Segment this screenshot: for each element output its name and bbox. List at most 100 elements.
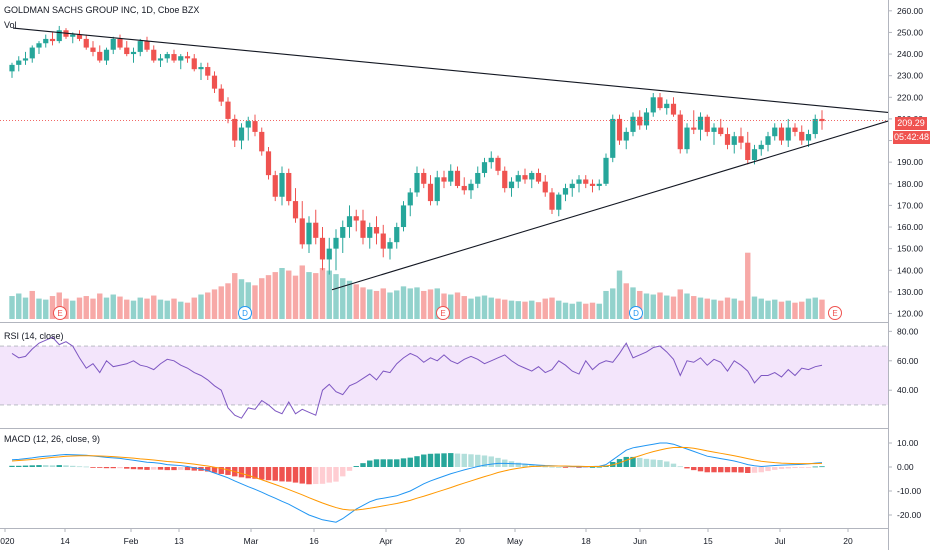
time-axis-tick: 14	[60, 536, 70, 546]
macd-histogram-bar	[481, 455, 488, 467]
volume-bar	[623, 283, 629, 319]
macd-histogram-bar	[252, 467, 258, 479]
macd-histogram-bar	[286, 467, 292, 482]
volume-bar	[576, 301, 582, 319]
candle-body	[205, 67, 211, 76]
price-axis-tick: 180.00	[897, 179, 923, 189]
volume-bar	[684, 293, 690, 319]
macd-histogram-bar	[400, 458, 407, 467]
candle-body	[191, 58, 197, 70]
macd-histogram-bar	[785, 467, 791, 469]
macd-axis-tick: -20.00	[897, 510, 921, 520]
candle-body	[556, 194, 562, 210]
macd-histogram-bar	[718, 467, 724, 473]
candle-body	[380, 233, 386, 249]
candle-body	[765, 136, 771, 145]
event-marker-circle	[53, 306, 67, 320]
candle-body	[751, 149, 758, 160]
candle-body	[407, 192, 413, 206]
candle-body	[569, 183, 575, 189]
candle-body	[454, 170, 461, 186]
macd-histogram-bar	[333, 467, 339, 482]
volume-bar	[178, 301, 184, 319]
macd-histogram-bar	[414, 456, 420, 467]
time-axis-tick: Jul	[775, 536, 786, 546]
volume-bar	[29, 290, 35, 319]
macd-histogram-bar	[205, 467, 211, 472]
candle-body	[292, 201, 299, 219]
candle-body	[664, 103, 670, 109]
volume-bar	[772, 299, 778, 319]
macd-histogram-bar	[36, 465, 42, 467]
time-axis-tick: 2020	[0, 536, 15, 546]
volume-bar	[299, 265, 305, 319]
macd-histogram-bar	[367, 460, 373, 467]
macd-histogram-bar	[373, 459, 380, 467]
volume-bar	[205, 292, 211, 319]
macd-histogram-bar	[313, 467, 319, 485]
volume-bar	[400, 286, 407, 319]
candle-body	[238, 127, 245, 141]
volume-bar	[70, 300, 76, 319]
candle-body	[373, 227, 380, 234]
volume-bar	[650, 294, 656, 319]
macd-histogram-bar	[441, 453, 447, 467]
volume-bar	[522, 301, 528, 319]
event-marker-circle	[629, 306, 643, 320]
volume-bar	[245, 282, 251, 319]
macd-histogram-bar	[103, 467, 110, 469]
candle-body	[643, 112, 650, 126]
macd-histogram-bar	[90, 467, 96, 468]
candle-body	[22, 58, 29, 61]
volume-bar	[448, 294, 454, 319]
candle-body	[110, 38, 116, 50]
time-axis-tick: 15	[703, 536, 713, 546]
volume-bar	[616, 270, 623, 319]
macd-histogram-bar	[697, 467, 704, 472]
volume-bar	[117, 296, 123, 319]
candle-body	[468, 183, 474, 191]
candle-body	[610, 118, 616, 158]
rsi-label: RSI (14, close)	[4, 331, 64, 341]
volume-bar	[414, 287, 420, 319]
macd-histogram-bar	[306, 467, 312, 485]
volume-bar	[583, 303, 589, 319]
candle-body	[76, 34, 83, 39]
macd-histogram-bar	[245, 467, 251, 479]
candle-body	[785, 127, 791, 141]
macd-histogram-bar	[549, 466, 555, 468]
macd-histogram-bar	[76, 466, 83, 468]
volume-bar	[819, 299, 825, 319]
volume-bar	[718, 300, 724, 319]
candle-body	[623, 131, 629, 141]
event-marker-circle	[436, 306, 450, 320]
volume-bar	[751, 296, 758, 319]
macd-histogram-bar	[346, 467, 353, 471]
macd-line	[11, 442, 823, 523]
macd-histogram-bar	[657, 460, 663, 467]
candle-body	[441, 177, 447, 182]
volume-bar	[488, 297, 494, 319]
candle-body	[313, 222, 319, 238]
volume-bar	[326, 270, 332, 319]
candle-body	[319, 237, 326, 260]
volume-bar	[373, 290, 380, 319]
macd-label: MACD (12, 26, close, 9)	[4, 434, 101, 444]
volume-bar	[508, 300, 515, 319]
macd-histogram-bar	[664, 461, 670, 467]
volume-bar	[603, 290, 609, 319]
macd-histogram-bar	[164, 467, 170, 471]
volume-bar	[184, 302, 191, 319]
candle-body	[272, 175, 278, 197]
candle-body	[792, 127, 798, 132]
macd-axis-tick: 0.00	[897, 462, 914, 472]
volume-bar	[589, 302, 596, 319]
time-axis-tick: 20	[843, 536, 853, 546]
candle-body	[387, 242, 393, 249]
volume-bar	[745, 252, 751, 319]
event-marker-label: D	[633, 309, 639, 318]
candle-body	[49, 38, 56, 42]
macd-histogram-bar	[623, 456, 629, 467]
